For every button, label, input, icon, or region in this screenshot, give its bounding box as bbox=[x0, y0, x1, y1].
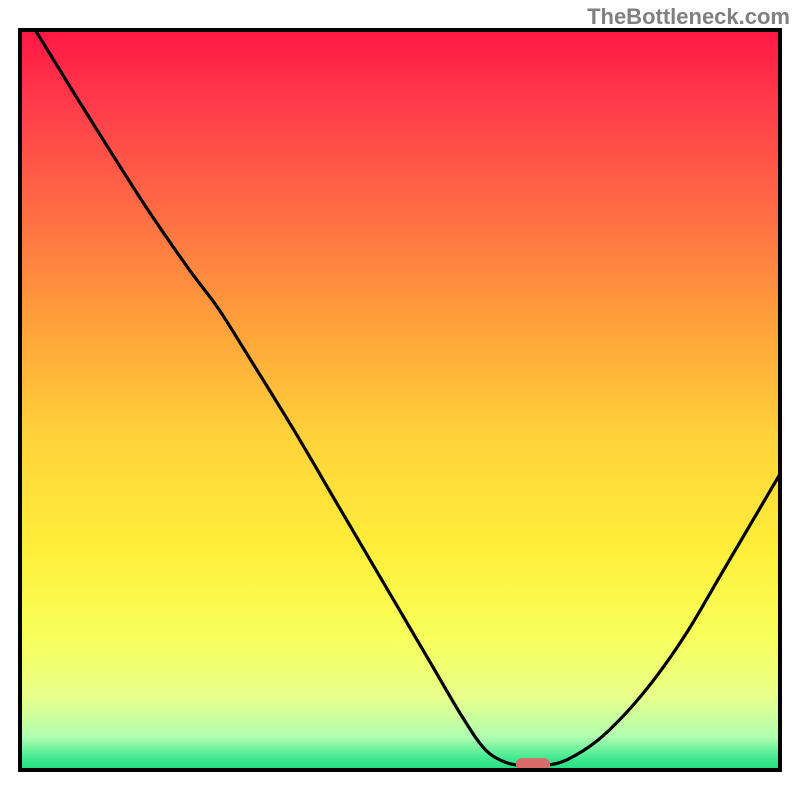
plot-background bbox=[20, 30, 780, 770]
bottleneck-chart: TheBottleneck.com bbox=[0, 0, 800, 800]
chart-svg bbox=[0, 0, 800, 800]
watermark-text: TheBottleneck.com bbox=[587, 4, 790, 30]
